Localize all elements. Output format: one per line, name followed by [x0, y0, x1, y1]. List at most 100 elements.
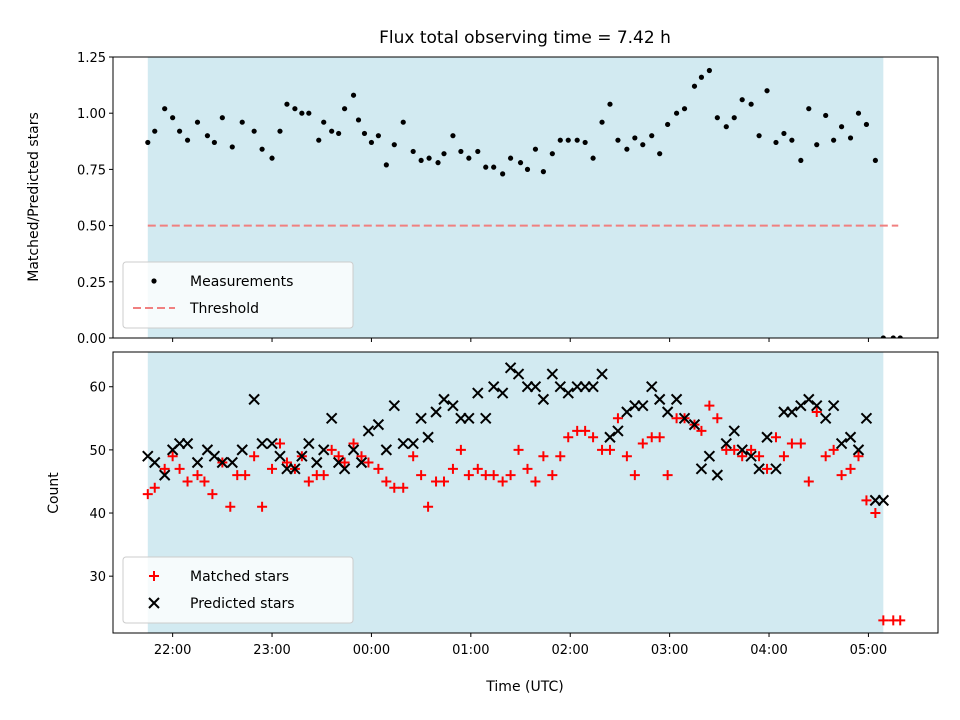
matched-stars-point — [704, 400, 715, 411]
measurement-point — [277, 128, 283, 134]
matched-stars-point — [662, 470, 673, 481]
predicted-stars-point — [480, 412, 492, 425]
matched-stars-point — [192, 470, 203, 481]
measurement-point — [698, 74, 705, 80]
measurement-point — [219, 115, 225, 121]
bottom-legend: Matched stars Predicted stars — [122, 556, 354, 624]
predicted-stars-point — [303, 437, 315, 450]
matched-stars-point — [497, 476, 508, 487]
matched-stars-point — [530, 476, 541, 487]
x-tick-label: 00:00 — [353, 643, 390, 658]
matched-stars-point — [381, 476, 392, 487]
measurement-point — [400, 119, 406, 125]
matched-stars-point — [274, 438, 285, 449]
matched-stars-point — [555, 451, 566, 462]
matched-stars-point — [416, 470, 427, 481]
predicted-stars-point — [587, 381, 599, 393]
predicted-stars-point — [463, 412, 475, 425]
predicted-stars-point — [646, 381, 658, 393]
matched-stars-point — [845, 463, 856, 474]
measurement-point — [350, 92, 357, 98]
predicted-stars-point — [407, 437, 419, 450]
matched-stars-point — [654, 432, 665, 443]
predicted-stars-point — [844, 431, 857, 443]
predicted-stars-point — [596, 368, 608, 380]
measurement-point — [500, 171, 506, 177]
predicted-stars-point — [380, 444, 393, 456]
predicted-stars-point — [496, 387, 509, 399]
x-tick-label: 03:00 — [651, 643, 688, 658]
measurement-point — [838, 124, 845, 130]
matched-stars-point — [182, 476, 193, 487]
predicted-stars-point — [447, 399, 459, 412]
predicted-stars-point — [661, 406, 674, 418]
matched-stars-point — [696, 425, 707, 436]
predicted-stars-point — [216, 456, 229, 469]
matched-stars-point — [472, 463, 483, 474]
matched-stars-point — [878, 615, 889, 626]
matched-stars-point — [803, 476, 814, 487]
measurement-point — [321, 119, 327, 125]
predicted-stars-point — [637, 399, 649, 412]
matched-stars-point — [505, 470, 516, 481]
measurement-point — [632, 135, 638, 141]
bottom-y-tick-label: 30 — [89, 570, 106, 585]
predicted-stars-point — [397, 437, 409, 450]
matched-stars-point — [373, 463, 384, 474]
measurement-point — [831, 137, 837, 143]
predicted-stars-point — [554, 381, 566, 393]
measurement-point — [665, 121, 671, 128]
predicted-stars-point — [372, 418, 385, 431]
matched-stars-point — [754, 451, 765, 462]
matched-stars-point — [637, 438, 648, 449]
predicted-stars-point — [362, 425, 375, 437]
matched-stars-point — [149, 482, 160, 493]
measurement-point — [649, 133, 655, 139]
predicted-stars-point — [546, 368, 559, 380]
predicted-stars-point — [415, 412, 427, 425]
predicted-stars-point — [819, 412, 832, 425]
matched-stars-point — [712, 413, 723, 424]
matched-stars-point — [870, 508, 881, 519]
measurement-point — [540, 169, 546, 175]
measurement-point — [781, 130, 787, 137]
predicted-stars-point — [149, 456, 161, 469]
predicted-stars-point — [529, 381, 542, 393]
matched-stars-point — [604, 444, 615, 455]
matched-stars-point — [326, 444, 337, 455]
measurement-point — [292, 106, 298, 112]
measurement-point — [890, 335, 896, 338]
measurement-point — [657, 151, 663, 157]
matched-stars-point — [746, 444, 757, 455]
matched-stars-point — [167, 451, 178, 462]
matched-stars-point — [488, 470, 499, 481]
x-tick-label: 23:00 — [253, 643, 290, 658]
predicted-stars-point — [289, 463, 301, 475]
measurement-point — [426, 155, 432, 161]
matched-stars-point — [895, 615, 906, 626]
matched-stars-point — [811, 406, 822, 417]
predicted-stars-point — [562, 387, 574, 399]
measurement-point — [872, 157, 878, 164]
matched-stars-point — [522, 463, 533, 474]
predicted-stars-point — [181, 437, 194, 450]
measurement-point — [681, 106, 688, 112]
measurement-point — [847, 135, 854, 141]
measurement-point — [145, 139, 151, 146]
matched-stars-point — [249, 451, 260, 462]
matched-stars-point — [257, 501, 268, 512]
measurement-point — [806, 106, 812, 112]
measurement-point — [855, 110, 862, 116]
measurement-point — [565, 137, 571, 143]
predicted-stars-point — [208, 450, 221, 462]
measurement-point — [450, 133, 456, 139]
predicted-stars-point — [226, 456, 238, 469]
matched-stars-point — [828, 444, 839, 455]
matched-stars-point — [318, 470, 329, 481]
bottom-legend-box — [122, 556, 354, 624]
predicted-stars-point — [736, 444, 748, 456]
measurement-point — [624, 146, 630, 152]
matched-stars-point — [820, 451, 831, 462]
predicted-stars-point — [678, 412, 691, 425]
matched-stars-point — [547, 470, 558, 481]
